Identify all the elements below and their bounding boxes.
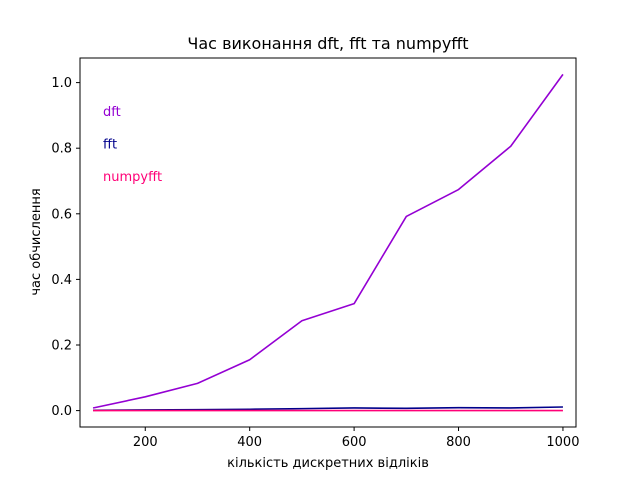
y-tick-label: 0.8 [51, 142, 72, 157]
legend: dft fft numpyfft [103, 105, 162, 185]
y-tick-label: 0.2 [51, 339, 72, 354]
x-tick-label: 1000 [546, 435, 579, 450]
legend-entry-fft: fft [103, 138, 117, 153]
x-tick-label: 200 [133, 435, 158, 450]
series-layer [92, 73, 564, 412]
legend-entry-numpyfft: numpyfft [103, 170, 162, 185]
x-axis: 200 400 600 800 1000 [133, 427, 579, 450]
series-line-dft [92, 73, 564, 409]
plot-area-frame [79, 57, 577, 428]
x-tick-label: 600 [342, 435, 367, 450]
y-tick-label: 0.4 [51, 273, 72, 288]
y-tick-label: 0.6 [51, 207, 72, 222]
x-tick-label: 800 [446, 435, 471, 450]
x-tick-label: 400 [237, 435, 262, 450]
legend-entry-dft: dft [103, 105, 121, 120]
chart-title: Час виконання dft, fft та numpyfft [187, 34, 468, 53]
y-tick-label: 0.0 [51, 404, 72, 419]
y-tick-label: 1.0 [51, 76, 72, 91]
x-axis-label: кількість дискретних відліків [227, 456, 429, 471]
series-line-fft [93, 406, 563, 412]
y-axis-label: час обчислення [29, 188, 44, 295]
y-axis: 0.0 0.2 0.4 0.6 0.8 1.0 [51, 76, 80, 419]
